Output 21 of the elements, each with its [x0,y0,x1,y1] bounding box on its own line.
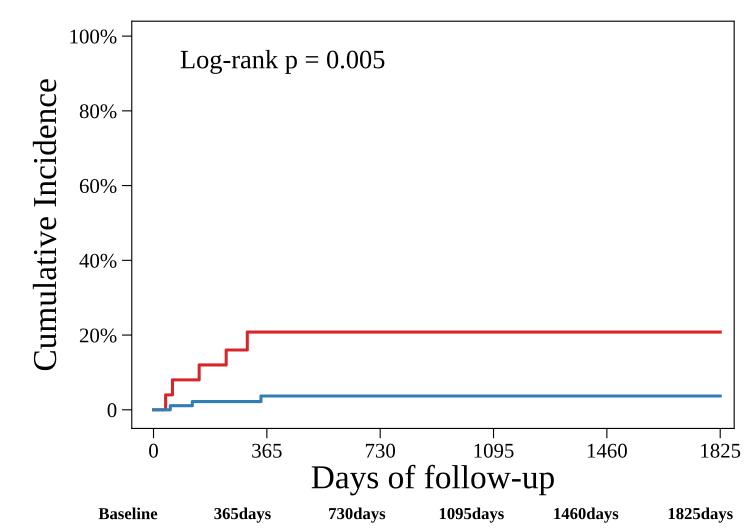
y-axis-title: Cumulative Incidence [32,79,56,370]
x-tick-label: 730 [366,444,396,458]
x-tick-label: 1460 [588,444,627,458]
x-tick-label: 1095 [474,444,514,458]
text: Baseline [98,508,158,520]
text: 1460days [554,507,618,523]
annotation: Log-rank p = 0.005 [180,50,384,74]
x-tick-label: 0 [149,444,158,458]
y-tick-label: 40% [79,254,116,268]
y-tick-label: 60% [80,178,116,194]
y-tick-label: 20% [80,328,116,343]
y-tick-label: 0 [108,403,116,418]
text: 1825days [668,507,733,523]
y-tick-label: 80% [80,104,116,118]
y-tick-label: 100% [70,29,116,44]
text: 730days [329,507,386,523]
text: 1095days [440,507,504,523]
x-tick-label: 1825 [701,444,740,458]
x-axis-title: Days of follow-up [312,464,554,496]
text: 365days [214,507,271,523]
x-tick-label: 365 [252,444,282,458]
